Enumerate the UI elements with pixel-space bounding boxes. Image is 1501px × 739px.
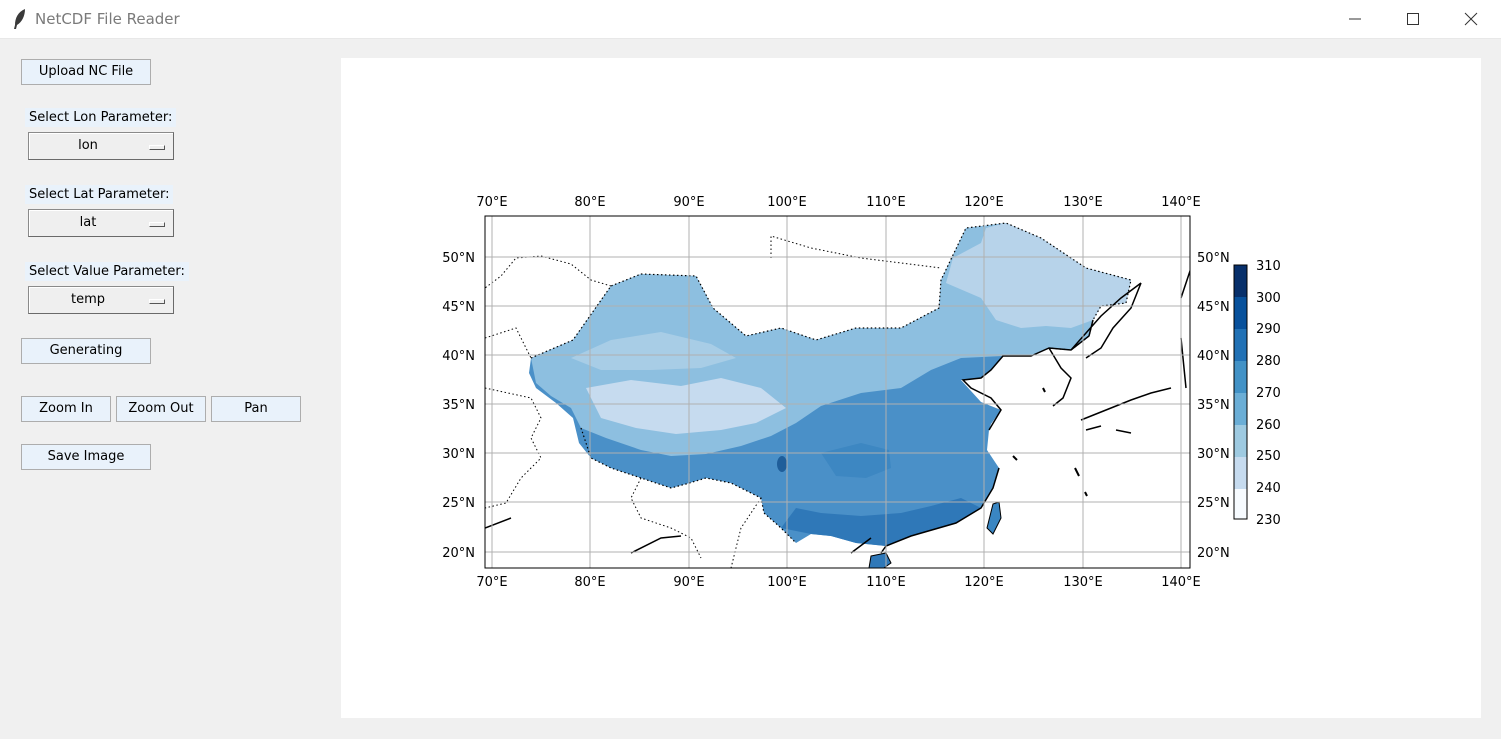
maximize-button[interactable]	[1384, 0, 1442, 38]
lat-tick-right: 25°N	[1197, 496, 1230, 511]
lon-labels-bottom: 70°E 80°E 90°E 100°E 110°E 120°E 130°E 1…	[476, 575, 1200, 590]
region-sichuan	[821, 443, 891, 478]
region-north-east	[946, 223, 1131, 328]
colorbar-tick: 300	[1256, 291, 1281, 306]
lon-parameter-dropdown[interactable]: lon	[28, 132, 174, 160]
colorbar-frame	[1233, 264, 1248, 520]
lat-tick-left: 35°N	[442, 398, 475, 413]
lon-tick-bottom: 100°E	[767, 575, 807, 590]
colorbar-band	[1234, 489, 1247, 519]
region-south-warm	[781, 498, 981, 546]
colorbar-band	[1234, 425, 1247, 457]
map-frame	[484, 215, 1191, 569]
colorbar-band	[1234, 393, 1247, 425]
country-boundary	[530, 222, 1132, 544]
lat-tick-left: 40°N	[442, 349, 475, 364]
pan-button[interactable]: Pan	[211, 396, 301, 422]
lat-tick-right: 35°N	[1197, 398, 1230, 413]
lat-tick-right: 30°N	[1197, 447, 1230, 462]
colorbar-band	[1234, 297, 1247, 329]
colorbar-tick: 250	[1256, 449, 1281, 464]
lat-tick-left: 45°N	[442, 300, 475, 315]
lon-tick-top: 90°E	[673, 195, 704, 210]
upload-nc-file-button[interactable]: Upload NC File	[21, 59, 151, 85]
title-bar: NetCDF File Reader	[0, 0, 1501, 39]
lat-labels-right: 50°N 45°N 40°N 35°N 30°N 25°N 20°N	[1197, 251, 1230, 561]
feather-icon	[12, 8, 28, 30]
colorbar-band	[1234, 361, 1247, 393]
lon-tick-bottom: 110°E	[866, 575, 906, 590]
lat-tick-right: 20°N	[1197, 546, 1230, 561]
zoom-in-button[interactable]: Zoom In	[21, 396, 111, 422]
lon-tick-top: 70°E	[476, 195, 507, 210]
lat-tick-right: 45°N	[1197, 300, 1230, 315]
lon-tick-top: 140°E	[1161, 195, 1201, 210]
lat-tick-left: 20°N	[442, 546, 475, 561]
lon-parameter-value: lon	[78, 138, 98, 153]
lat-parameter-value: lat	[79, 215, 97, 230]
colorbar-tick: 270	[1256, 386, 1281, 401]
colorbar-tick: 240	[1256, 481, 1281, 496]
taiwan-island	[986, 501, 1002, 535]
lon-labels-top: 70°E 80°E 90°E 100°E 110°E 120°E 130°E 1…	[476, 195, 1200, 210]
generating-button[interactable]: Generating	[21, 338, 151, 364]
value-parameter-value: temp	[70, 292, 105, 307]
minimize-button[interactable]	[1326, 0, 1384, 38]
close-icon	[1464, 12, 1478, 26]
colorbar-tick: 280	[1256, 354, 1281, 369]
value-parameter-dropdown[interactable]: temp	[28, 286, 174, 314]
lat-tick-left: 30°N	[442, 447, 475, 462]
colorbar	[1233, 264, 1248, 520]
lon-tick-bottom: 90°E	[673, 575, 704, 590]
dropdown-indicator-icon	[149, 145, 165, 150]
colorbar-band	[1234, 457, 1247, 489]
close-button[interactable]	[1442, 0, 1500, 38]
lon-tick-bottom: 140°E	[1161, 575, 1201, 590]
save-image-button[interactable]: Save Image	[21, 444, 151, 470]
lat-tick-left: 50°N	[442, 251, 475, 266]
islands	[1012, 387, 1088, 497]
lat-labels-left: 50°N 45°N 40°N 35°N 30°N 25°N 20°N	[442, 251, 475, 561]
colorbar-tick: 230	[1256, 513, 1281, 528]
colorbar-band	[1234, 329, 1247, 361]
lat-parameter-dropdown[interactable]: lat	[28, 209, 174, 237]
map-layer	[485, 216, 1190, 568]
lon-tick-bottom: 120°E	[964, 575, 1004, 590]
colorbar-tick: 310	[1256, 259, 1281, 274]
colorbar-tick: 260	[1256, 418, 1281, 433]
plot-canvas[interactable]: 70°E 80°E 90°E 100°E 110°E 120°E 130°E 1…	[341, 58, 1481, 718]
region-cold-highland	[586, 378, 786, 434]
region-hotspot	[777, 456, 787, 472]
region-basin	[571, 332, 736, 370]
lon-tick-bottom: 70°E	[476, 575, 507, 590]
window-title: NetCDF File Reader	[35, 10, 180, 28]
lat-parameter-label: Select Lat Parameter:	[25, 185, 174, 204]
neighbor-borders	[485, 235, 942, 568]
coastline	[485, 282, 1142, 554]
lon-tick-top: 120°E	[964, 195, 1004, 210]
lon-tick-bottom: 80°E	[574, 575, 605, 590]
map-figure: 70°E 80°E 90°E 100°E 110°E 120°E 130°E 1…	[442, 195, 1281, 590]
lon-tick-bottom: 130°E	[1063, 575, 1103, 590]
dropdown-indicator-icon	[149, 222, 165, 227]
lon-tick-top: 110°E	[866, 195, 906, 210]
lon-parameter-label: Select Lon Parameter:	[25, 108, 177, 127]
colorbar-labels: 310 300 290 280 270 260 250 240 230	[1256, 259, 1281, 528]
lat-tick-right: 40°N	[1197, 349, 1230, 364]
zoom-out-button[interactable]: Zoom Out	[116, 396, 206, 422]
hainan-island	[868, 552, 892, 568]
minimize-icon	[1349, 18, 1361, 20]
lon-tick-top: 80°E	[574, 195, 605, 210]
lon-tick-top: 130°E	[1063, 195, 1103, 210]
colorbar-band	[1234, 265, 1247, 297]
colorbar-tick: 290	[1256, 322, 1281, 337]
lat-tick-right: 50°N	[1197, 251, 1230, 266]
lon-tick-top: 100°E	[767, 195, 807, 210]
lat-tick-left: 25°N	[442, 496, 475, 511]
maximize-icon	[1407, 13, 1419, 25]
value-parameter-label: Select Value Parameter:	[25, 262, 189, 281]
dropdown-indicator-icon	[149, 299, 165, 304]
graticule	[485, 216, 1190, 568]
japan-coast	[1080, 268, 1190, 434]
